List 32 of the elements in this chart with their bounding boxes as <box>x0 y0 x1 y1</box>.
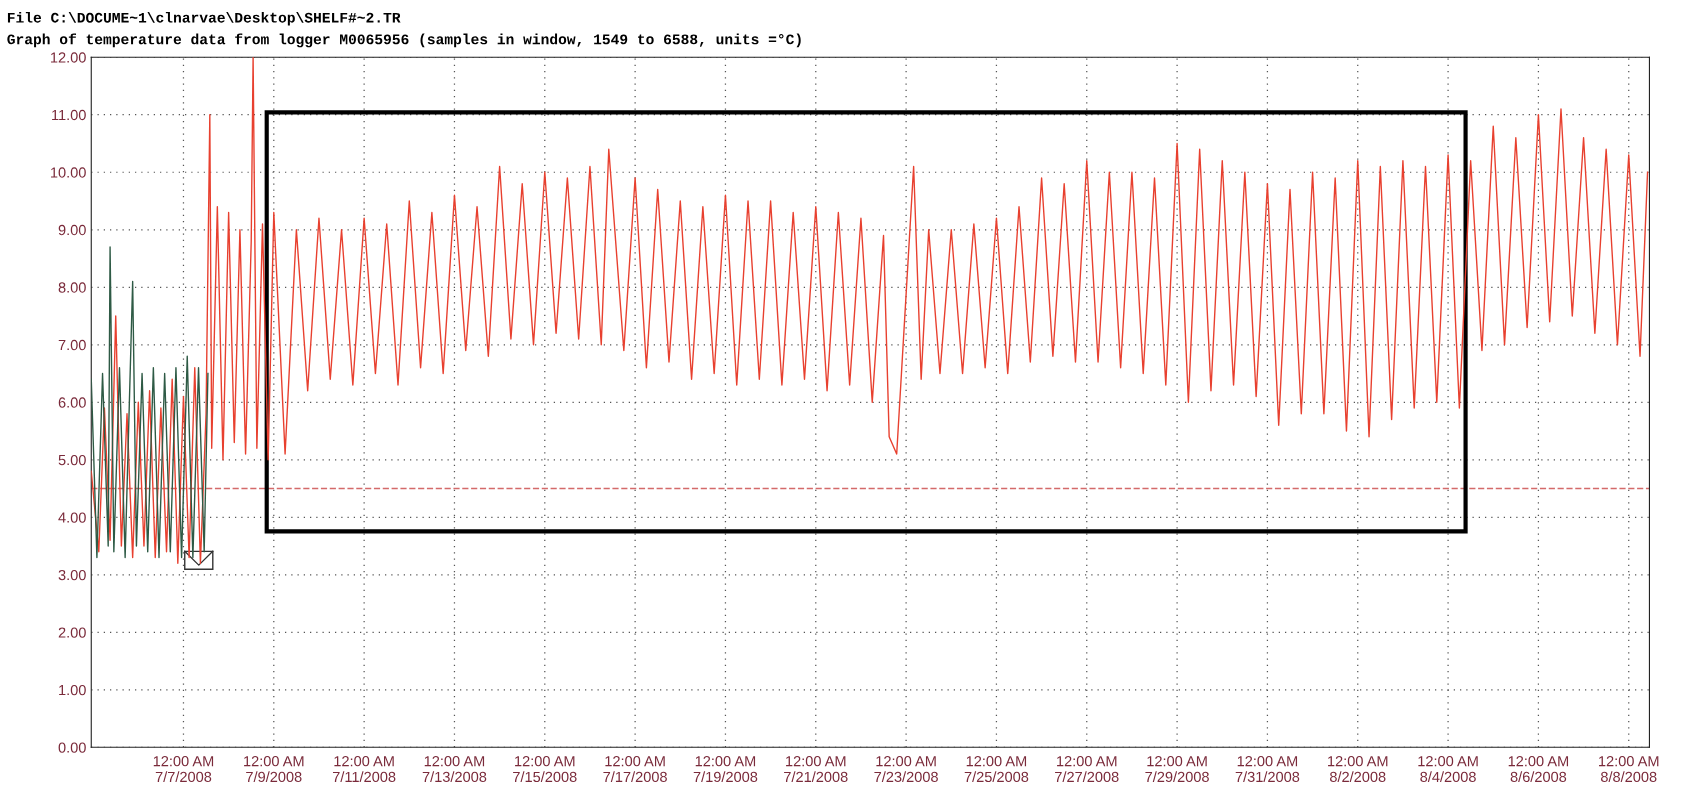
x-tick-label: 12:00 AM 7/7/2008 <box>153 756 214 783</box>
x-tick-label: 12:00 AM 8/6/2008 <box>1508 756 1569 783</box>
y-tick-label: 6.00 <box>58 397 86 408</box>
x-tick-label: 12:00 AM 8/2/2008 <box>1328 756 1388 783</box>
x-tick-label: 12:00 AM 7/31/2008 <box>1235 756 1300 783</box>
y-tick-label: 3.00 <box>58 569 86 581</box>
x-tick-label: 12:00 AM 7/15/2008 <box>513 756 577 783</box>
x-tick-label: 12:00 AM 8/4/2008 <box>1418 756 1478 783</box>
x-tick-label: 12:00 AM 7/29/2008 <box>1145 756 1209 783</box>
x-tick-label: 12:00 AM 7/11/2008 <box>332 756 396 783</box>
y-tick-label: 9.00 <box>58 224 86 236</box>
y-tick-label: 5.00 <box>58 454 86 466</box>
chart-subtitle: Graph of temperature data from logger M0065956 (samples in window, 1549 to 6588, units =°C) <box>7 33 801 48</box>
y-tick-label: 8.00 <box>58 282 86 293</box>
x-tick-label: 12:00 AM 8/8/2008 <box>1599 756 1659 783</box>
x-tick-label: 12:00 AM 7/9/2008 <box>244 756 304 783</box>
x-tick-label: 12:00 AM 7/13/2008 <box>422 756 487 783</box>
x-tick-label: 12:00 AM 7/27/2008 <box>1055 756 1119 783</box>
y-tick-label: 11.00 <box>52 109 86 121</box>
x-tick-label: 12:00 AM 7/21/2008 <box>784 756 848 783</box>
y-tick-label: 10.00 <box>51 167 86 178</box>
x-tick-label: 12:00 AM 7/25/2008 <box>964 756 1029 783</box>
y-tick-label: 2.00 <box>58 627 86 638</box>
chart-title: File C:\DOCUME~1\clnarvae\Desktop\SHELF#~2.TR <box>7 11 401 26</box>
x-tick-label: 12:00 AM 7/17/2008 <box>603 756 667 783</box>
x-tick-label: 12:00 AM 7/19/2008 <box>693 756 758 783</box>
y-tick-label: 1.00 <box>59 684 86 696</box>
y-tick-label: 12.00 <box>51 52 86 63</box>
y-tick-label: 7.00 <box>58 339 86 351</box>
y-tick-label: 0.00 <box>58 742 86 753</box>
x-tick-label: 12:00 AM 7/23/2008 <box>874 756 938 783</box>
y-tick-label: 4.00 <box>58 512 86 523</box>
